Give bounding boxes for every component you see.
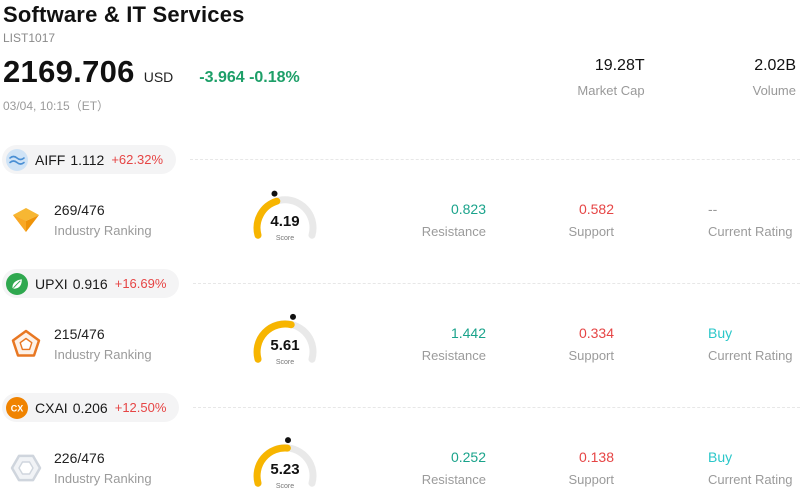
industry-rank-value: 226/476 (54, 450, 105, 466)
ticker-symbol: CXAI (35, 399, 68, 416)
score-gauge: 4.19 Score (240, 188, 330, 252)
ticker-price: 1.112 (70, 151, 105, 168)
ticker-change-percent: +62.32% (111, 152, 164, 167)
page-title: Software & IT Services (3, 2, 245, 27)
ticker-change-percent: +16.69% (114, 276, 167, 291)
score-value: 4.19 (270, 213, 300, 230)
volume-label: Volume (752, 83, 796, 98)
score-gauge: 5.23 Score (240, 436, 330, 488)
industry-rank-value: 215/476 (54, 326, 105, 342)
support-value: 0.334 (578, 325, 614, 341)
currency-label: USD (143, 69, 174, 85)
resistance-column: 0.252 Resistance (330, 449, 486, 487)
industry-ranking: 226/476 Industry Ranking (54, 450, 204, 486)
score-label: Score (275, 235, 295, 242)
rating-value: Buy (708, 325, 733, 341)
header: Software & IT Services LIST1017 2169.706… (0, 0, 800, 114)
support-column: 0.138 Support (486, 449, 614, 487)
score-gauge: 5.61 Score (240, 312, 330, 376)
leaf-logo-icon (6, 272, 28, 295)
stock-row[interactable]: 215/476 Industry Ranking 5.61 Score 1.44… (0, 309, 800, 379)
stock-section: AIFF 1.112 +62.32% 269/476 Industry Rank… (0, 131, 800, 255)
rating-label: Current Rating (708, 472, 793, 487)
hexagon-logo-icon (8, 450, 44, 486)
index-price: 2169.706 (3, 54, 135, 89)
resistance-value: 0.252 (450, 449, 486, 465)
timestamp: 03/04, 10:15（ET） (3, 99, 110, 113)
support-value: 0.582 (578, 201, 614, 217)
resistance-label: Resistance (421, 348, 486, 363)
list-id: LIST1017 (3, 31, 56, 45)
rating-column: Buy Current Rating (708, 449, 800, 487)
ticker-price: 0.916 (72, 275, 108, 292)
resistance-label: Resistance (421, 224, 486, 239)
stock-pill[interactable]: CX CXAI 0.206 +12.50% (2, 393, 180, 422)
score-value: 5.23 (270, 461, 300, 478)
gauge-arc-icon (240, 436, 330, 488)
support-column: 0.334 Support (486, 325, 614, 363)
support-label: Support (568, 348, 614, 363)
rating-value: -- (708, 201, 718, 217)
score-label: Score (275, 483, 295, 488)
support-label: Support (568, 472, 614, 487)
industry-ranking: 215/476 Industry Ranking (54, 326, 204, 362)
stock-pill[interactable]: UPXI 0.916 +16.69% (2, 269, 180, 298)
stock-row[interactable]: 269/476 Industry Ranking 4.19 Score 0.82… (0, 185, 800, 255)
pentagon-logo-icon (8, 326, 44, 362)
rating-column: -- Current Rating (708, 201, 800, 239)
score-label: Score (275, 359, 295, 366)
gauge-arc-icon (240, 188, 330, 257)
resistance-column: 1.442 Resistance (330, 325, 486, 363)
market-cap-stat: 19.28T Market Cap (577, 57, 644, 98)
volume-value: 2.02B (754, 57, 796, 74)
stock-pill[interactable]: AIFF 1.112 +62.32% (2, 145, 177, 174)
rating-label: Current Rating (708, 224, 793, 239)
resistance-column: 0.823 Resistance (330, 201, 486, 239)
wave-logo-icon (6, 148, 28, 171)
divider (190, 159, 800, 160)
support-value: 0.138 (578, 449, 614, 465)
market-cap-value: 19.28T (594, 57, 645, 74)
svg-text:CX: CX (11, 403, 24, 413)
stock-list: AIFF 1.112 +62.32% 269/476 Industry Rank… (0, 131, 800, 488)
divider (193, 407, 800, 408)
divider (193, 283, 800, 284)
cx-logo-icon: CX (6, 396, 28, 419)
ticker-symbol: AIFF (35, 151, 66, 168)
rating-label: Current Rating (708, 348, 793, 363)
market-cap-label: Market Cap (577, 83, 645, 98)
resistance-value: 0.823 (450, 201, 486, 217)
stock-section: CX CXAI 0.206 +12.50% 226/476 Industry R… (0, 379, 800, 488)
gauge-arc-icon (240, 312, 330, 381)
score-value: 5.61 (270, 337, 300, 354)
support-column: 0.582 Support (486, 201, 614, 239)
ticker-price: 0.206 (72, 399, 108, 416)
resistance-label: Resistance (421, 472, 486, 487)
rating-value: Buy (708, 449, 733, 465)
industry-rank-label: Industry Ranking (54, 223, 152, 238)
origami-logo-icon (8, 202, 44, 238)
ticker-symbol: UPXI (35, 275, 68, 292)
price-change: -3.964 -0.18% (199, 69, 300, 86)
volume-stat: 2.02B Volume (753, 57, 796, 98)
industry-rank-label: Industry Ranking (54, 347, 152, 362)
ticker-change-percent: +12.50% (114, 400, 167, 415)
stock-row[interactable]: 226/476 Industry Ranking 5.23 Score 0.25… (0, 433, 800, 488)
industry-ranking: 269/476 Industry Ranking (54, 202, 204, 238)
header-stats: 19.28T Market Cap 2.02B Volume (577, 57, 798, 98)
rating-column: Buy Current Rating (708, 325, 800, 363)
resistance-value: 1.442 (450, 325, 486, 341)
industry-rank-value: 269/476 (54, 202, 105, 218)
stock-section: UPXI 0.916 +16.69% 215/476 Industry Rank… (0, 255, 800, 379)
industry-rank-label: Industry Ranking (54, 471, 152, 486)
support-label: Support (568, 224, 614, 239)
